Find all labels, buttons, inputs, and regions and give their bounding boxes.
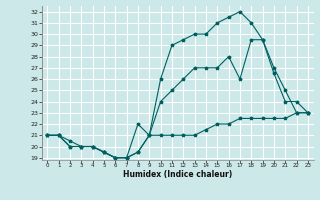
- X-axis label: Humidex (Indice chaleur): Humidex (Indice chaleur): [123, 170, 232, 179]
